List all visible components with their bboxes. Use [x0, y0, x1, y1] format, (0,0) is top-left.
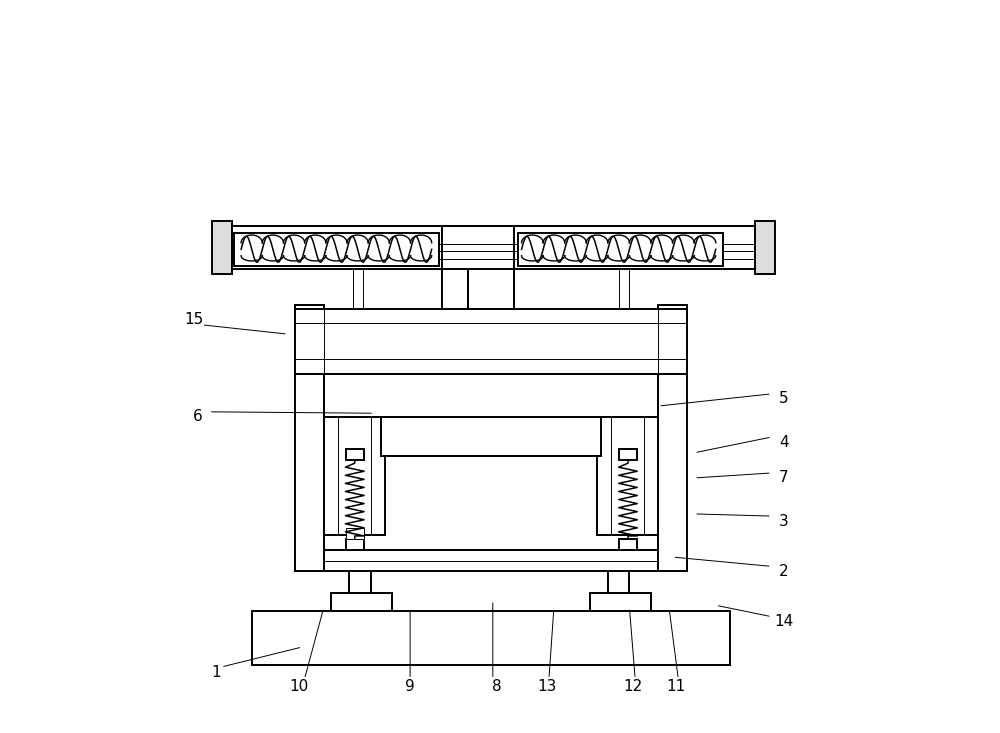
Text: 12: 12 — [623, 679, 643, 694]
Bar — [658, 306, 687, 572]
Bar — [230, 226, 755, 270]
Bar — [590, 593, 651, 611]
Text: 7: 7 — [779, 471, 789, 485]
Bar — [252, 611, 730, 665]
Bar — [324, 417, 385, 536]
Text: 15: 15 — [185, 312, 204, 327]
Bar — [619, 539, 637, 550]
Bar — [295, 306, 324, 572]
Bar — [349, 572, 371, 593]
Bar — [619, 449, 637, 460]
Bar — [295, 550, 687, 572]
Text: 14: 14 — [774, 614, 794, 630]
Text: 3: 3 — [779, 514, 789, 528]
Bar — [381, 417, 601, 457]
Bar — [346, 449, 364, 460]
Bar — [234, 234, 439, 266]
Text: 8: 8 — [492, 679, 501, 694]
Bar — [331, 593, 392, 611]
Text: 2: 2 — [779, 564, 789, 579]
Bar — [608, 572, 629, 593]
Bar — [324, 374, 658, 417]
Text: 11: 11 — [667, 679, 686, 694]
Bar — [518, 234, 723, 266]
Bar — [346, 539, 364, 550]
Text: 6: 6 — [193, 409, 203, 424]
Bar — [597, 417, 658, 536]
Bar — [468, 266, 514, 309]
Text: 4: 4 — [779, 435, 789, 449]
Text: 1: 1 — [211, 665, 221, 679]
Bar — [755, 221, 775, 274]
Text: 13: 13 — [537, 679, 556, 694]
Bar — [295, 309, 687, 374]
Bar — [212, 221, 232, 274]
Text: 10: 10 — [289, 679, 308, 694]
Text: 9: 9 — [405, 679, 415, 694]
Text: 5: 5 — [779, 391, 789, 406]
Bar — [346, 528, 364, 539]
